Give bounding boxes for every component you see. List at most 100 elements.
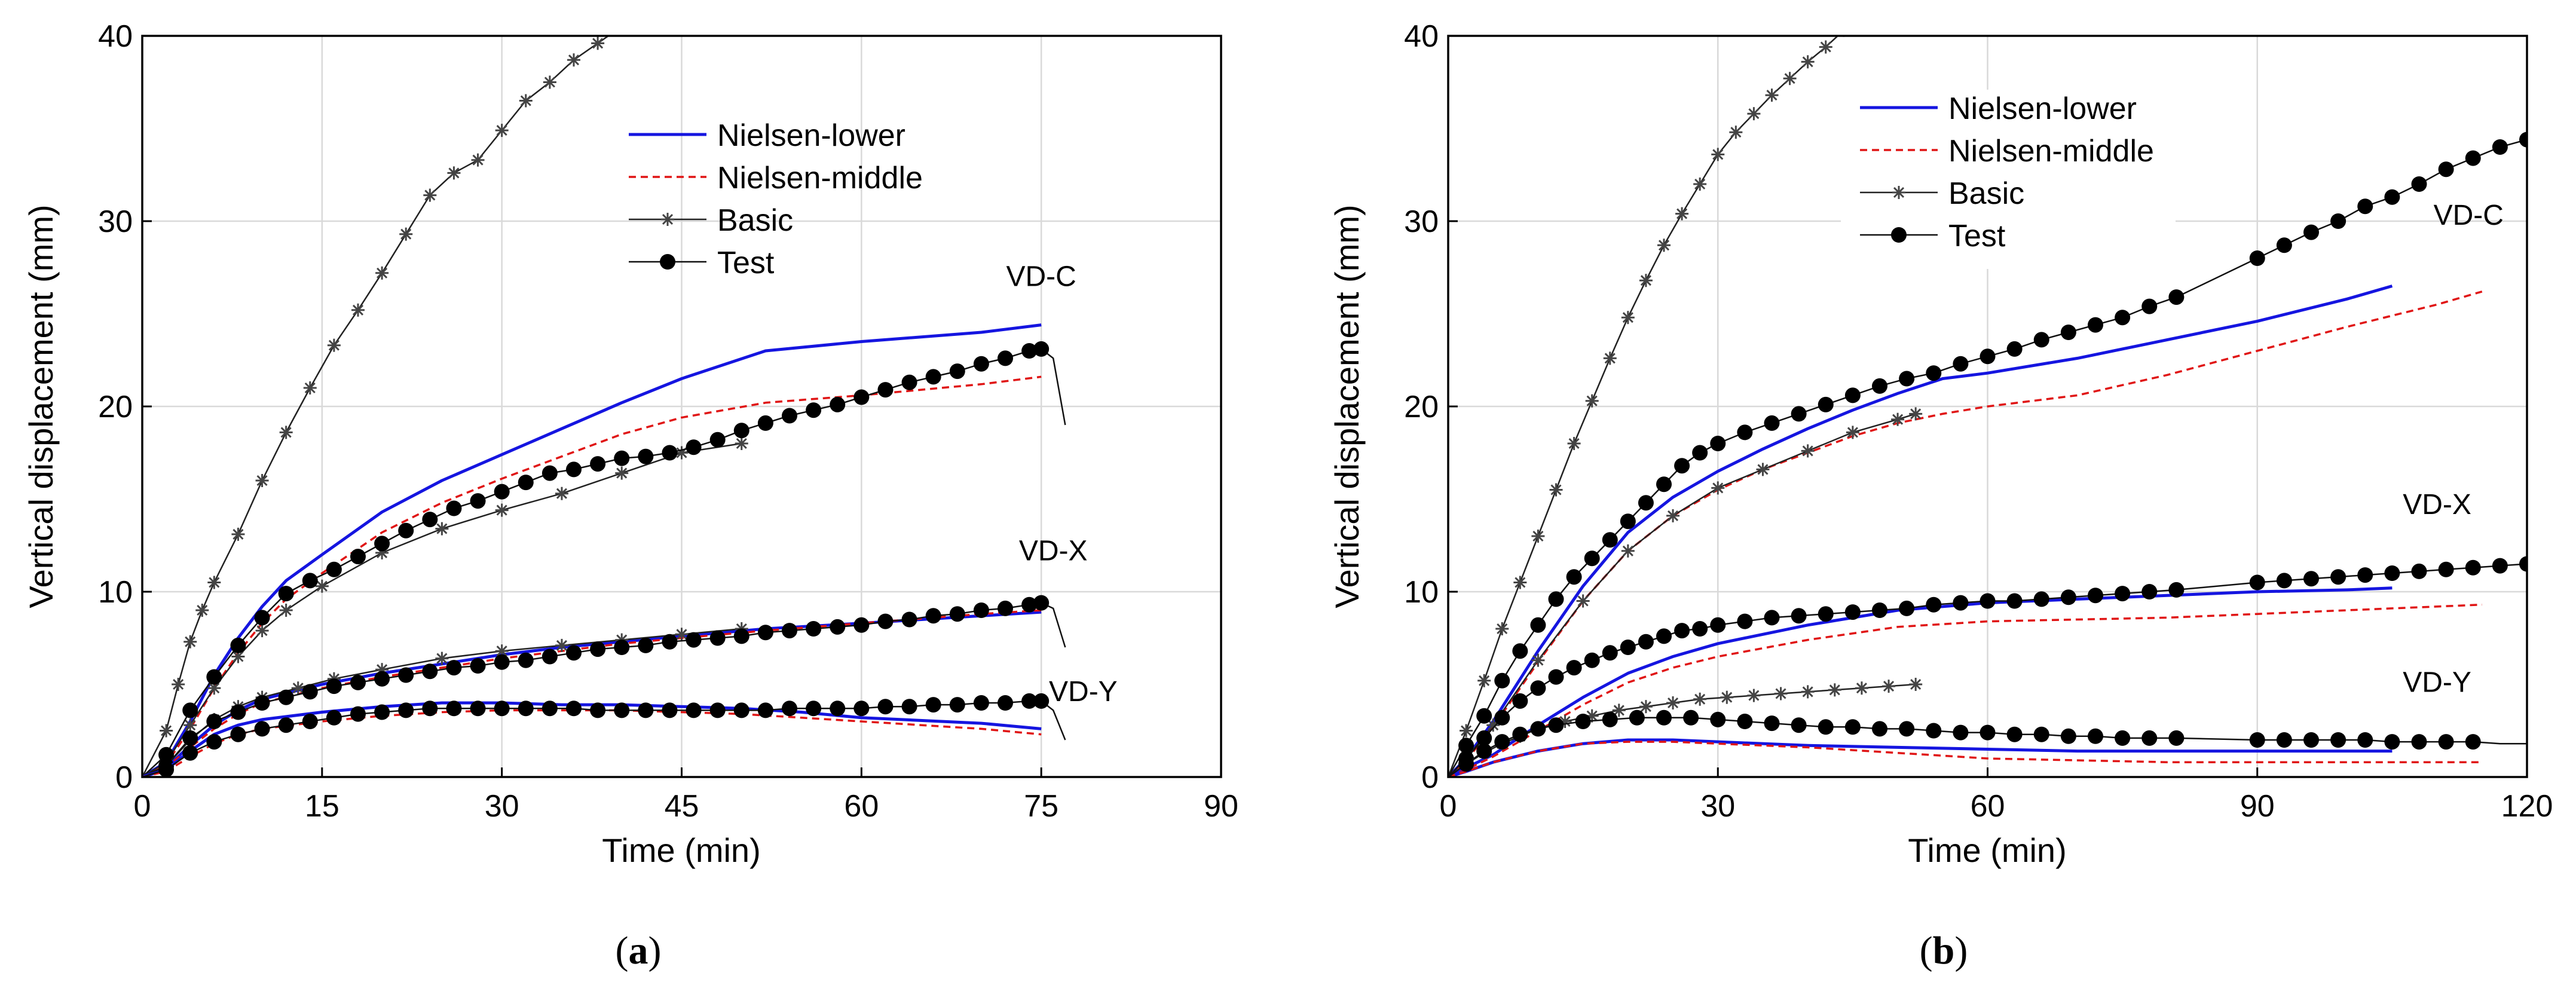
series-layer-b: [1448, 36, 2527, 777]
series-line-basic-vd-c: [142, 36, 610, 777]
data-point-test: [853, 700, 870, 717]
data-point-test: [374, 536, 390, 552]
data-point-basic: [255, 473, 270, 488]
data-point-test: [1692, 445, 1708, 461]
data-point-test: [2060, 589, 2076, 605]
data-point-test: [494, 484, 510, 500]
data-point-test: [1566, 569, 1582, 585]
data-point-test: [1656, 709, 1672, 726]
data-point-test: [446, 660, 462, 676]
annotation-vd-x: VD-X: [1019, 535, 1088, 567]
data-point-test: [278, 717, 294, 733]
legend-label-nielsen-lower-b: Nielsen-lower: [1948, 91, 2137, 126]
data-point-test: [422, 663, 438, 680]
data-point-test: [278, 586, 294, 602]
y-axis-label-a: Vertical displacement (mm): [22, 204, 60, 608]
data-point-basic: [1638, 273, 1654, 288]
panel-label-b-letter: b: [1933, 929, 1955, 972]
data-point-test: [2168, 582, 2185, 598]
data-point-basic: [279, 424, 294, 440]
data-point-test: [2519, 131, 2527, 148]
data-point-test: [541, 648, 558, 665]
data-point-test: [1980, 348, 1996, 365]
data-point-test: [757, 702, 773, 718]
legend-label-test-b: Test: [1948, 219, 2006, 253]
data-point-test: [2465, 559, 2481, 576]
x-tick-label: 60: [844, 789, 879, 824]
data-point-test: [350, 706, 366, 722]
data-point-basic: [494, 123, 510, 138]
data-point-test: [302, 714, 318, 729]
data-point-test: [590, 641, 606, 657]
data-point-test: [1602, 645, 1618, 661]
data-point-test: [2438, 161, 2454, 178]
series-line-nielsen-middle-vd-y: [1448, 741, 2482, 777]
data-point-test: [374, 704, 390, 720]
series-line-nielsen-lower-vd-c: [1448, 285, 2393, 777]
legend-label-nielsen-middle-a: Nielsen-middle: [717, 161, 923, 195]
annotation-vd-x: VD-X: [2403, 489, 2471, 521]
data-point-basic: [614, 466, 629, 481]
series-line-nielsen-middle-vd-x: [1448, 603, 2482, 777]
data-point-test: [1791, 608, 1807, 624]
data-point-test: [1548, 591, 1564, 607]
data-point-test: [1980, 724, 1996, 741]
data-point-test: [1791, 406, 1807, 422]
x-axis-label-b: Time (min): [1908, 831, 2066, 869]
data-point-test: [1512, 643, 1528, 659]
data-point-test: [1953, 595, 1969, 611]
annotation-vd-c: VD-C: [1006, 261, 1076, 293]
data-point-test: [830, 619, 846, 635]
data-point-test: [1818, 396, 1834, 412]
data-point-test: [925, 608, 941, 624]
data-point-basic: [1656, 237, 1672, 253]
data-point-basic: [1512, 575, 1528, 590]
data-point-basic: [1665, 695, 1681, 711]
data-point-test: [998, 600, 1013, 616]
data-point-test: [998, 350, 1013, 366]
data-point-test: [182, 702, 198, 718]
data-point-basic: [1881, 678, 1896, 694]
data-point-test: [757, 625, 773, 641]
data-point-basic: [639, 7, 652, 20]
data-point-test: [206, 669, 222, 685]
data-point-test: [2276, 237, 2292, 253]
data-point-test: [206, 714, 222, 729]
data-point-test: [1926, 596, 1942, 613]
data-point-basic: [434, 521, 449, 537]
data-point-test: [1512, 693, 1528, 709]
legend-marker-test-b: [1891, 227, 1907, 243]
data-point-test: [302, 573, 318, 589]
data-point-basic: [1692, 692, 1708, 707]
data-point-test: [2141, 584, 2158, 599]
data-point-test: [2384, 734, 2400, 750]
data-point-test: [1953, 724, 1969, 741]
data-point-basic: [1800, 443, 1816, 458]
data-point-test: [302, 684, 318, 700]
data-point-test: [1033, 595, 1050, 611]
data-point-test: [2088, 588, 2103, 604]
data-point-test: [398, 667, 414, 683]
data-point-test: [782, 408, 797, 424]
data-point-test: [1530, 721, 1546, 737]
data-point-test: [518, 652, 534, 668]
data-point-basic: [615, 20, 628, 33]
data-point-test: [806, 402, 822, 418]
legend-marker-test-a: [660, 254, 675, 270]
data-point-test: [2303, 224, 2319, 240]
data-point-test: [1656, 476, 1672, 493]
data-point-test: [2006, 726, 2023, 742]
data-point-test: [877, 613, 894, 629]
data-point-basic: [398, 227, 414, 242]
data-point-basic: [518, 93, 534, 108]
data-point-test: [2033, 332, 2049, 348]
data-point-basic: [1494, 621, 1510, 637]
data-point-test: [2168, 730, 2185, 746]
data-point-basic: [1755, 461, 1770, 477]
data-point-test: [1872, 378, 1887, 394]
data-point-test: [422, 700, 438, 717]
data-point-test: [158, 747, 175, 763]
data-point-basic: [158, 723, 174, 738]
x-tick-label: 90: [1204, 789, 1238, 824]
data-point-test: [973, 602, 989, 618]
